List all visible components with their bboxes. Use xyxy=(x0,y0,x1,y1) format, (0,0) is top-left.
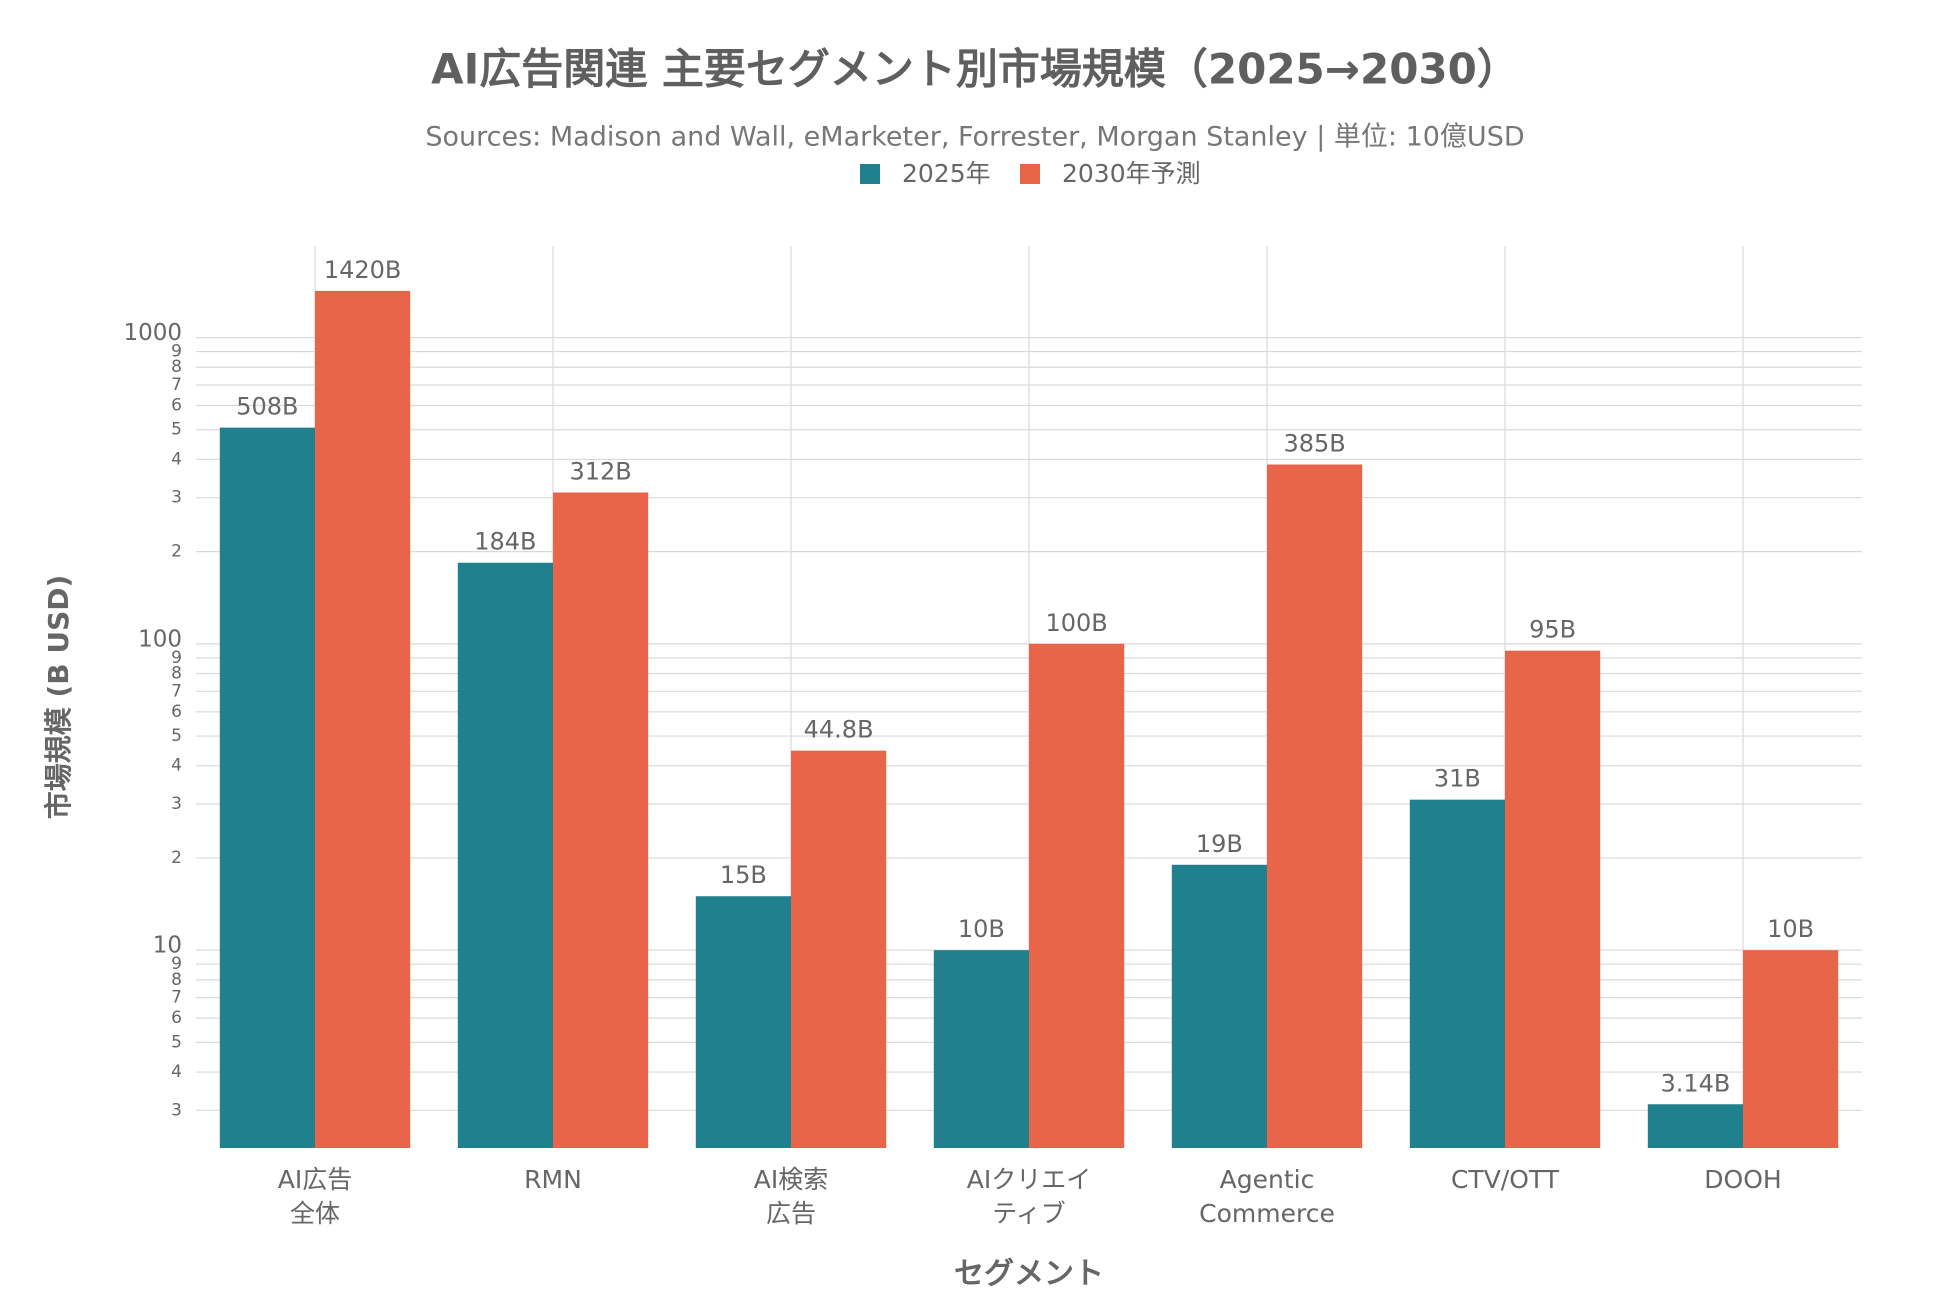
x-axis-title: セグメント xyxy=(954,1257,1104,1292)
y-tick-label: 3 xyxy=(171,794,182,814)
legend-swatch xyxy=(1020,164,1040,184)
y-tick-label: 9 xyxy=(171,954,182,974)
value-label: 19B xyxy=(1196,830,1243,858)
value-label: 10B xyxy=(958,915,1005,943)
bar xyxy=(1171,864,1267,1148)
value-label: 31B xyxy=(1434,765,1481,793)
y-tick-label: 10 xyxy=(153,933,182,959)
y-tick-label: 8 xyxy=(171,357,182,377)
y-tick-label: 3 xyxy=(171,488,182,508)
legend-label: 2030年予測 xyxy=(1062,159,1201,188)
x-tick-label: Commerce xyxy=(1199,1199,1335,1228)
value-label: 44.8B xyxy=(804,716,874,744)
y-tick-label: 4 xyxy=(171,449,182,469)
bar xyxy=(1409,799,1505,1148)
bar xyxy=(933,950,1029,1148)
bar xyxy=(1505,650,1601,1148)
x-tick-label: Agentic xyxy=(1220,1165,1315,1194)
y-tick-label: 4 xyxy=(171,1062,182,1082)
y-tick-label: 1000 xyxy=(123,320,182,346)
bar xyxy=(315,290,411,1148)
bar xyxy=(791,750,887,1148)
value-label: 100B xyxy=(1045,609,1107,637)
y-tick-label: 5 xyxy=(171,420,182,440)
y-tick-label: 6 xyxy=(171,1008,182,1028)
y-tick-label: 100 xyxy=(138,626,182,652)
value-label: 184B xyxy=(474,528,536,556)
bar xyxy=(695,896,791,1148)
value-label: 10B xyxy=(1767,915,1814,943)
y-tick-label: 9 xyxy=(171,648,182,668)
bar xyxy=(553,492,649,1148)
x-tick-label: 広告 xyxy=(766,1199,816,1228)
bar xyxy=(219,427,315,1148)
value-label: 95B xyxy=(1529,616,1576,644)
y-tick-label: 9 xyxy=(171,342,182,362)
x-tick-label: AI広告 xyxy=(278,1165,352,1194)
y-tick-label: 7 xyxy=(171,681,182,701)
bar xyxy=(1743,950,1839,1148)
legend-swatch xyxy=(860,164,880,184)
y-tick-label: 2 xyxy=(171,542,182,562)
y-tick-label: 6 xyxy=(171,395,182,415)
value-label: 15B xyxy=(720,861,767,889)
y-tick-label: 5 xyxy=(171,1032,182,1052)
y-tick-label: 8 xyxy=(171,970,182,990)
x-tick-label: AI検索 xyxy=(754,1165,828,1194)
y-axis-title: 市場規模 (B USD) xyxy=(42,575,75,820)
x-tick-label: 全体 xyxy=(290,1199,340,1228)
chart-title: AI広告関連 主要セグメント別市場規模（2025→2030） xyxy=(431,45,1519,94)
x-tick-label: RMN xyxy=(524,1165,582,1194)
value-label: 312B xyxy=(569,457,631,485)
y-tick-label: 2 xyxy=(171,848,182,868)
x-tick-label: CTV/OTT xyxy=(1451,1165,1560,1194)
y-tick-label: 7 xyxy=(171,988,182,1008)
value-label: 385B xyxy=(1283,430,1345,458)
legend-label: 2025年 xyxy=(902,159,991,188)
y-tick-label: 3 xyxy=(171,1100,182,1120)
x-tick-label: ティブ xyxy=(992,1199,1066,1228)
bar xyxy=(1267,464,1363,1148)
chart-subtitle: Sources: Madison and Wall, eMarketer, Fo… xyxy=(425,122,1524,153)
bar xyxy=(1029,643,1125,1148)
y-tick-label: 8 xyxy=(171,664,182,684)
bar xyxy=(1647,1104,1743,1148)
y-tick-label: 6 xyxy=(171,702,182,722)
value-label: 3.14B xyxy=(1660,1069,1730,1097)
value-label: 1420B xyxy=(324,256,402,284)
y-tick-label: 7 xyxy=(171,375,182,395)
x-tick-label: AIクリエイ xyxy=(967,1165,1091,1194)
x-tick-label: DOOH xyxy=(1704,1165,1781,1194)
y-tick-label: 5 xyxy=(171,726,182,746)
y-tick-label: 4 xyxy=(171,756,182,776)
bar xyxy=(457,562,553,1148)
value-label: 508B xyxy=(236,393,298,421)
